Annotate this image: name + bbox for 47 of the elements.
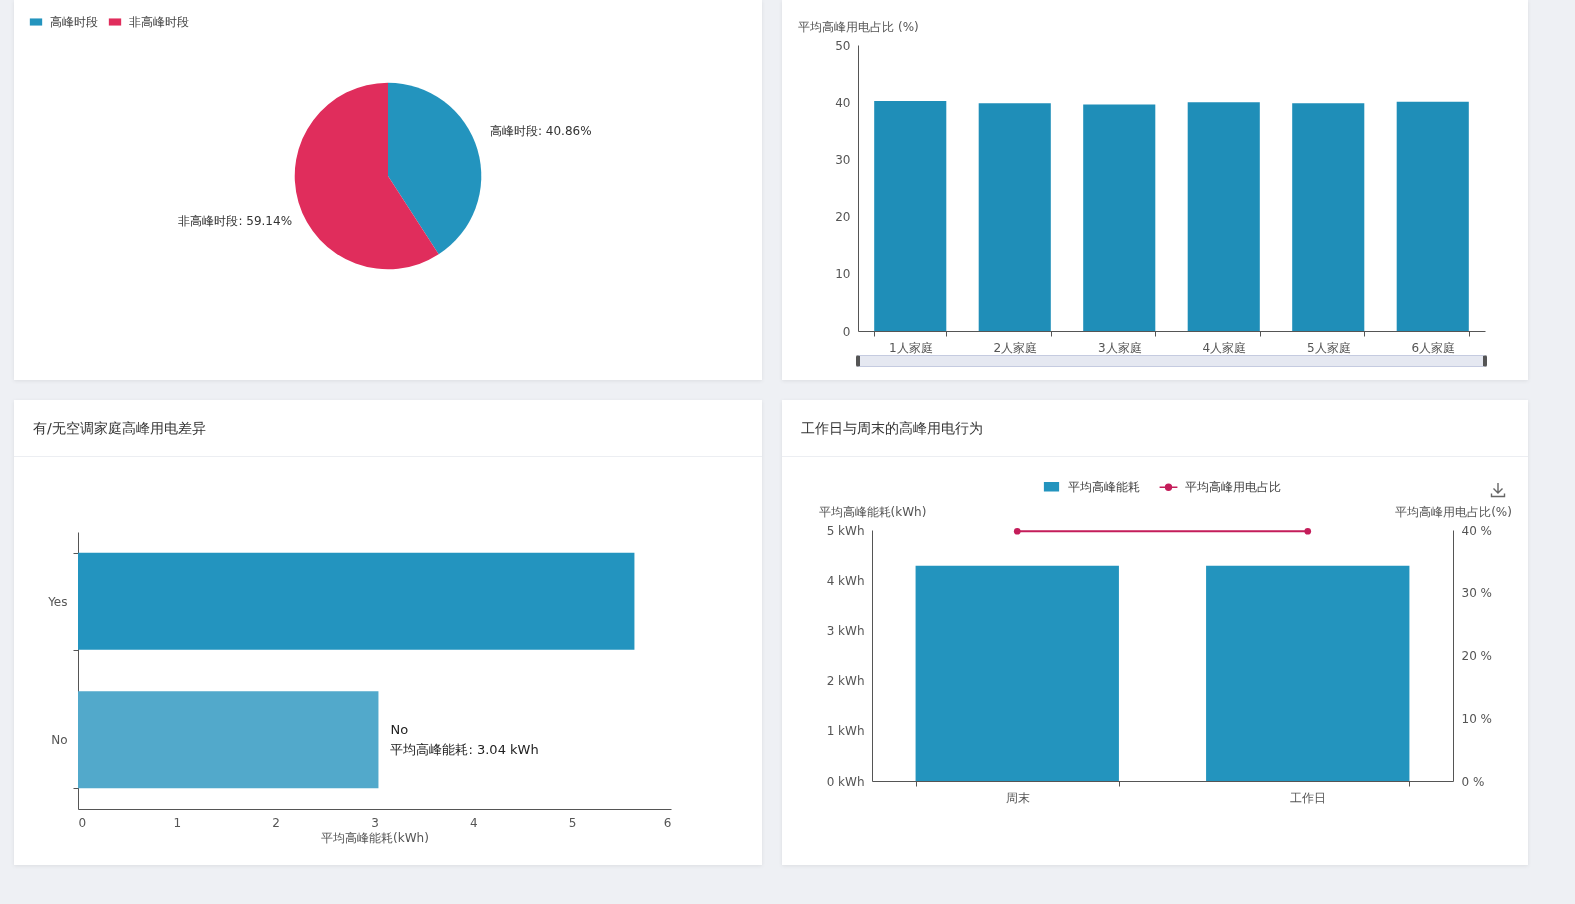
y-tick-label: 5 kWh bbox=[826, 523, 865, 538]
data-label: 非高峰时段: 59.14% bbox=[178, 214, 293, 229]
chart-title: 工作日与周末的高峰用电行为 bbox=[782, 400, 1528, 457]
legend-label: 非高峰时段 bbox=[129, 15, 189, 29]
x-tick-label: 0 bbox=[78, 815, 87, 830]
x-tick-label: 周末 bbox=[1005, 790, 1030, 805]
y2-axis-title: 平均高峰用电占比(%) bbox=[1395, 504, 1512, 519]
x-tick-label: 5人家庭 bbox=[1306, 340, 1351, 355]
y2-tick-label: 0 % bbox=[1461, 774, 1485, 789]
x-tick-label: 2人家庭 bbox=[993, 340, 1038, 355]
x-tick-label: 2 bbox=[272, 815, 280, 830]
y-tick-label: 30 bbox=[835, 152, 851, 167]
y-axis-title: 平均高峰用电占比 (%) bbox=[798, 19, 919, 34]
x-tick-label: 1 bbox=[173, 815, 182, 830]
y-tick-label: 0 bbox=[842, 324, 851, 339]
y2-tick-label: 40 % bbox=[1461, 523, 1492, 538]
y2-tick-label: 10 % bbox=[1461, 711, 1492, 726]
legend-label: 平均高峰能耗 bbox=[1068, 479, 1140, 494]
y-tick-label: 50 bbox=[835, 38, 851, 53]
legend-label: 平均高峰用电占比 bbox=[1185, 480, 1281, 495]
y-tick-label: 20 bbox=[835, 210, 851, 225]
y-tick-label: 4 kWh bbox=[826, 573, 865, 588]
y-tick-label: 40 bbox=[835, 95, 851, 110]
x-tick-label: 1人家庭 bbox=[888, 340, 933, 355]
x-axis-title: 平均高峰能耗(kWh) bbox=[321, 830, 429, 845]
x-tick-label: 5 bbox=[568, 815, 577, 830]
y-tick-label: Yes bbox=[47, 594, 68, 609]
y-axis-title: 平均高峰能耗(kWh) bbox=[818, 504, 927, 519]
y2-tick-label: 30 % bbox=[1461, 586, 1492, 601]
y-tick-label: 2 kWh bbox=[826, 674, 865, 689]
annotation: 平均高峰能耗: 3.04 kWh bbox=[390, 741, 539, 757]
x-tick-label: 工作日 bbox=[1290, 790, 1327, 805]
x-tick-label: 4人家庭 bbox=[1202, 340, 1247, 355]
x-tick-label: 3人家庭 bbox=[1097, 340, 1142, 355]
x-tick-label: 6人家庭 bbox=[1411, 340, 1456, 355]
chart-title: 有/无空调家庭高峰用电差异 bbox=[14, 400, 762, 457]
y-tick-label: 10 bbox=[835, 267, 851, 282]
x-tick-label: 6 bbox=[663, 815, 672, 830]
y2-tick-label: 20 % bbox=[1461, 649, 1492, 663]
x-tick-label: 4 bbox=[470, 815, 478, 830]
y-tick-label: 3 kWh bbox=[826, 623, 865, 638]
legend-label: 高峰时段 bbox=[50, 15, 98, 29]
data-label: 高峰时段: 40.86% bbox=[489, 123, 592, 138]
x-tick-label: 3 bbox=[371, 815, 379, 830]
y-tick-label: 1 kWh bbox=[826, 724, 865, 739]
annotation: No bbox=[390, 721, 409, 737]
y-tick-label: 0 kWh bbox=[826, 774, 865, 789]
